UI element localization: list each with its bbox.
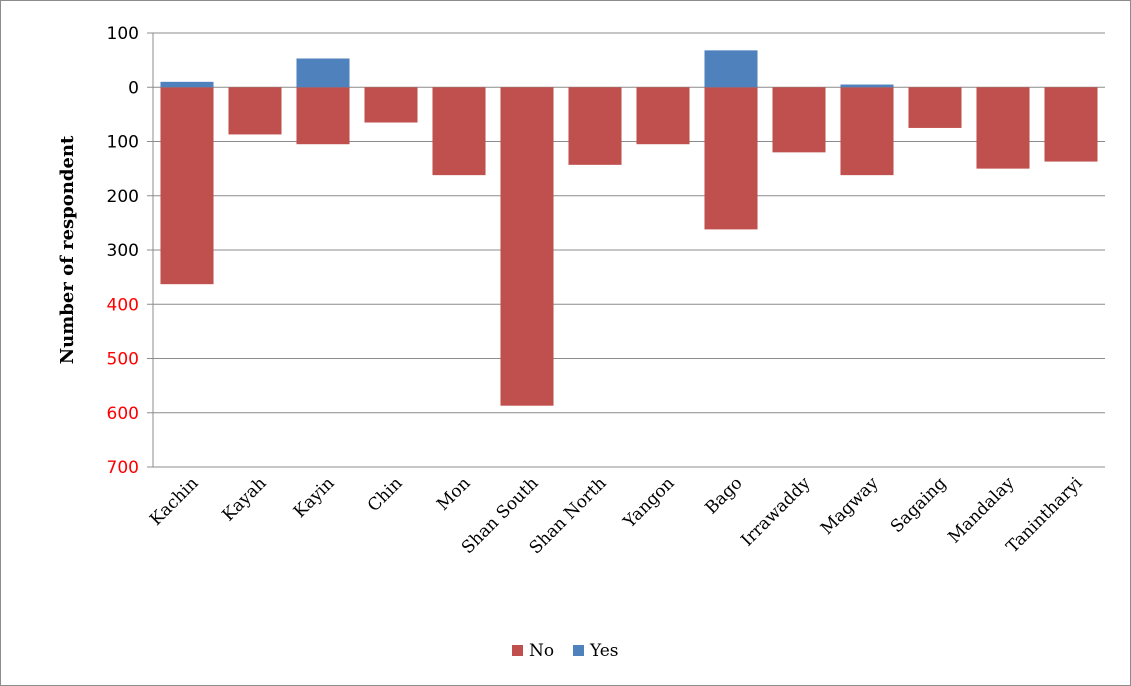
x-tick-label: Mon: [433, 473, 474, 514]
y-tick-label: 100: [107, 24, 139, 44]
bar-no: [908, 87, 962, 128]
x-tick-label: Kayah: [219, 473, 271, 525]
bar-yes: [296, 58, 350, 88]
legend: No Yes: [512, 641, 619, 661]
bar-no: [976, 87, 1030, 169]
legend-swatch-yes: [573, 645, 584, 656]
bar-yes: [840, 84, 894, 88]
y-tick-label: 200: [107, 187, 139, 207]
y-tick-label: 600: [107, 404, 139, 424]
x-tick-label: Sagaing: [887, 473, 951, 537]
x-tick-label: Irrawaddy: [737, 473, 814, 550]
y-axis-label: Number of respondent: [57, 135, 78, 364]
x-tick-label: Bago: [701, 473, 746, 518]
y-tick-label: 700: [107, 458, 139, 478]
gridlines: [153, 32, 1105, 468]
bar-yes: [704, 50, 758, 88]
bar-no: [1044, 87, 1098, 162]
y-tick-label: 0: [128, 78, 139, 98]
x-tick-label: Kachin: [146, 473, 202, 529]
legend-label-no: No: [529, 641, 554, 661]
y-tick-labels: 100 0 100 200 300 400 500 600 700: [107, 24, 153, 478]
x-tick-label: Yangon: [619, 473, 678, 532]
bars: [160, 50, 1098, 406]
y-tick-label: 300: [107, 241, 139, 261]
legend-label-yes: Yes: [589, 641, 619, 661]
bar-no: [432, 87, 486, 176]
bar-no: [500, 87, 554, 406]
bar-no: [296, 87, 350, 145]
x-tick-label: Chin: [364, 473, 407, 516]
y-tick-label: 400: [107, 295, 139, 315]
y-tick-label: 500: [107, 350, 139, 370]
x-tick-label: Mandalay: [945, 473, 1019, 547]
bar-yes: [160, 81, 214, 88]
bar-no: [840, 87, 894, 176]
bar-no: [772, 87, 826, 153]
bar-no: [636, 87, 690, 145]
bar-no: [568, 87, 622, 165]
y-tick-label: 100: [107, 133, 139, 153]
x-tick-label: Magway: [817, 473, 883, 539]
bar-no: [228, 87, 282, 135]
bar-no: [160, 87, 214, 285]
legend-swatch-no: [512, 645, 523, 656]
bar-no: [704, 87, 758, 230]
bar-no: [364, 87, 418, 123]
x-tick-label: Kayin: [290, 473, 339, 522]
